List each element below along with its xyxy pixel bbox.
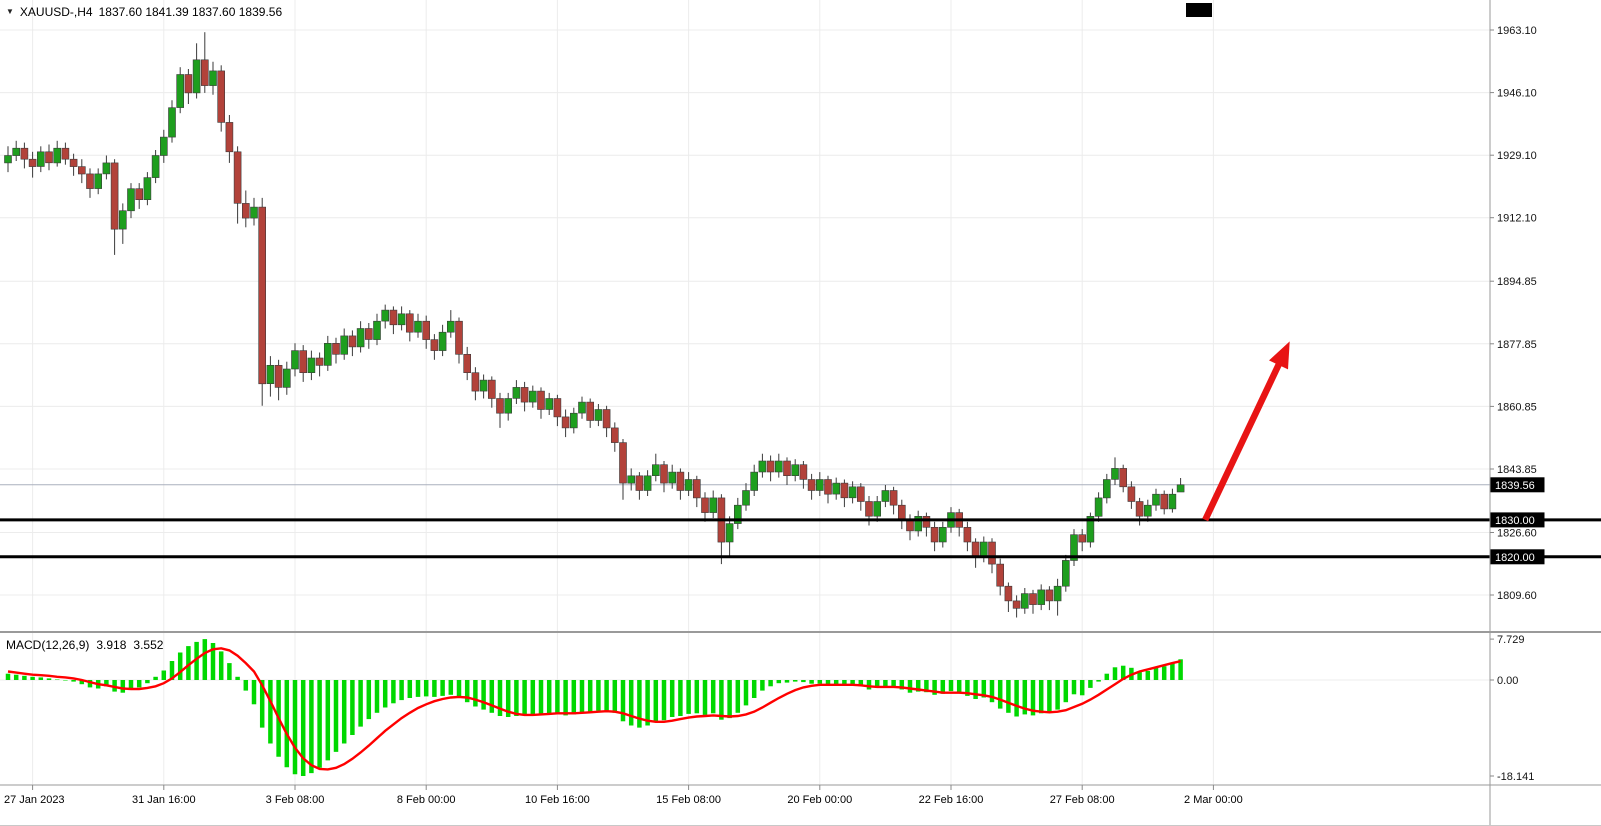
svg-text:1830.00: 1830.00 [1495, 515, 1535, 527]
svg-text:1929.10: 1929.10 [1497, 150, 1537, 162]
svg-text:1820.00: 1820.00 [1495, 552, 1535, 564]
symbol-timeframe-label: XAUUSD-,H4 [19, 5, 93, 19]
svg-text:31 Jan 16:00: 31 Jan 16:00 [132, 794, 196, 806]
svg-text:2 Mar 00:00: 2 Mar 00:00 [1184, 794, 1243, 806]
svg-text:1894.85: 1894.85 [1497, 276, 1537, 288]
svg-text:27 Feb 08:00: 27 Feb 08:00 [1050, 794, 1115, 806]
svg-text:1860.85: 1860.85 [1497, 401, 1537, 413]
svg-text:-18.141: -18.141 [1497, 771, 1534, 783]
candles-layer [4, 32, 1185, 618]
svg-text:20 Feb 00:00: 20 Feb 00:00 [787, 794, 852, 806]
svg-text:22 Feb 16:00: 22 Feb 16:00 [919, 794, 984, 806]
svg-text:7.729: 7.729 [1497, 634, 1525, 646]
chart-header: ▼ XAUUSD-,H4 1837.60 1841.39 1837.60 183… [6, 5, 282, 19]
price-markers: 1830.00 1820.00 1839.56 [1490, 477, 1545, 565]
svg-text:1826.60: 1826.60 [1497, 528, 1537, 540]
chart-shift-marker[interactable] [1186, 3, 1212, 17]
svg-text:1946.10: 1946.10 [1497, 88, 1537, 100]
time-axis[interactable]: 27 Jan 2023 31 Jan 16:00 3 Feb 08:00 8 Feb … [4, 785, 1243, 806]
macd-signal-line [7, 647, 1181, 771]
svg-text:1912.10: 1912.10 [1497, 213, 1537, 225]
svg-text:1839.56: 1839.56 [1495, 480, 1535, 492]
macd-signal-value: 3.552 [133, 638, 164, 652]
macd-axis[interactable]: 7.729 0.00 -18.141 [1490, 634, 1534, 783]
svg-text:0.00: 0.00 [1497, 675, 1518, 687]
svg-text:1843.85: 1843.85 [1497, 464, 1537, 476]
symbol-dropdown-icon[interactable]: ▼ [6, 7, 14, 16]
macd-histogram [5, 639, 1183, 776]
svg-text:3 Feb 08:00: 3 Feb 08:00 [266, 794, 325, 806]
trend-arrow[interactable] [1202, 341, 1290, 522]
svg-text:1809.60: 1809.60 [1497, 590, 1537, 602]
svg-text:8 Feb 00:00: 8 Feb 00:00 [397, 794, 456, 806]
svg-text:1963.10: 1963.10 [1497, 25, 1537, 37]
svg-text:10 Feb 16:00: 10 Feb 16:00 [525, 794, 590, 806]
svg-text:27 Jan 2023: 27 Jan 2023 [4, 794, 65, 806]
macd-main-value: 3.918 [96, 638, 127, 652]
level-lines-layer[interactable] [0, 518, 1601, 559]
macd-indicator-label: MACD(12,26,9) 3.918 3.552 [6, 638, 163, 652]
svg-text:15 Feb 08:00: 15 Feb 08:00 [656, 794, 721, 806]
macd-name: MACD(12,26,9) [6, 638, 90, 652]
ohlc-readout: 1837.60 1841.39 1837.60 1839.56 [98, 5, 283, 19]
svg-text:1877.85: 1877.85 [1497, 339, 1537, 351]
price-axis[interactable]: 1963.10 1946.10 1929.10 1912.10 1894.85 1877.… [1490, 25, 1537, 602]
